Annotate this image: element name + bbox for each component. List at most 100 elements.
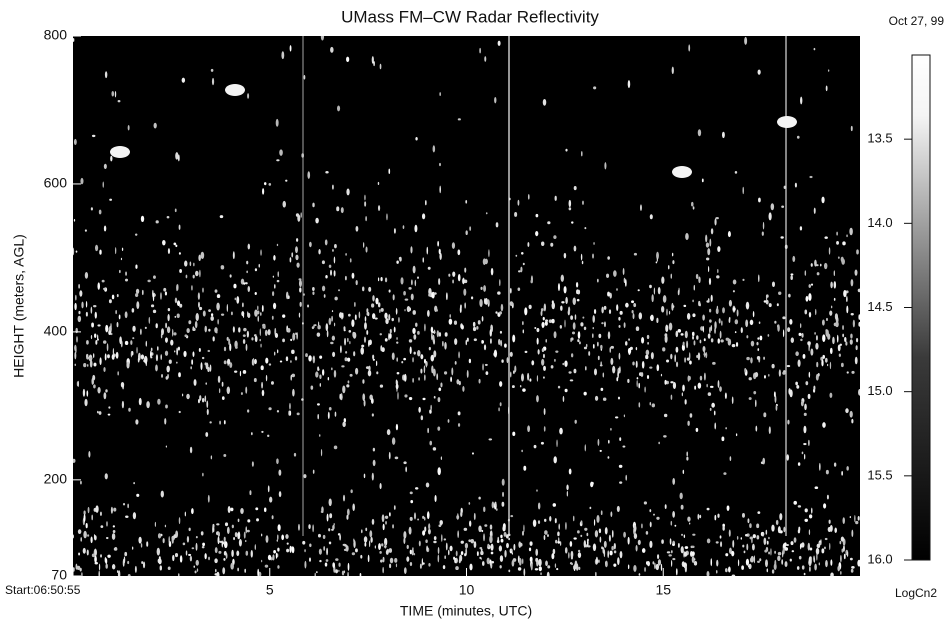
echo: [403, 567, 407, 574]
colorbar: [911, 54, 931, 561]
echo: [269, 496, 273, 503]
echo: [797, 462, 801, 466]
echo: [522, 321, 524, 326]
echo: [517, 567, 522, 571]
echo: [420, 415, 424, 421]
echo: [619, 366, 621, 374]
echo: [414, 279, 417, 287]
echo: [705, 234, 708, 243]
echo: [94, 311, 97, 319]
echo: [267, 329, 271, 336]
echo: [684, 565, 687, 573]
echo: [547, 534, 549, 538]
echo: [430, 404, 432, 411]
echo: [840, 554, 842, 563]
echo: [851, 370, 855, 374]
echo: [593, 86, 597, 90]
echo: [568, 306, 571, 313]
echo: [73, 458, 76, 463]
echo: [135, 293, 139, 297]
echo: [604, 162, 607, 170]
echo: [547, 221, 551, 225]
echo: [200, 531, 204, 536]
echo: [703, 349, 706, 358]
echo: [200, 251, 205, 260]
echo: [78, 310, 81, 315]
echo: [686, 312, 691, 320]
echo: [192, 326, 195, 331]
echo: [122, 502, 126, 506]
echo: [207, 494, 210, 503]
y-axis-label: HEIGHT (meters, AGL): [11, 234, 27, 378]
echo: [437, 240, 440, 247]
echo: [428, 523, 431, 530]
echo: [86, 356, 90, 360]
echo: [291, 546, 295, 554]
echo: [479, 47, 481, 54]
echo: [111, 90, 115, 97]
echo: [540, 308, 544, 312]
echo: [379, 483, 382, 490]
echo: [594, 530, 599, 538]
echo: [322, 369, 325, 376]
echo: [717, 513, 720, 518]
echo: [428, 293, 431, 297]
echo: [768, 551, 770, 555]
echo: [452, 271, 456, 277]
echo: [551, 318, 555, 324]
echo: [762, 457, 766, 465]
echo: [624, 279, 627, 287]
echo: [184, 260, 188, 267]
echo: [763, 375, 766, 379]
echo: [93, 384, 96, 389]
echo: [531, 360, 535, 366]
echo: [276, 243, 279, 247]
echo: [664, 379, 667, 385]
echo: [858, 389, 860, 396]
echo: [257, 315, 259, 322]
echo: [799, 226, 803, 231]
echo: [153, 275, 156, 279]
echo: [233, 283, 237, 289]
echo: [403, 357, 407, 361]
echo: [94, 333, 97, 338]
echo: [750, 340, 755, 347]
echo: [554, 563, 557, 568]
echo: [530, 563, 533, 571]
echo: [121, 247, 124, 252]
echo: [279, 149, 283, 156]
echo: [403, 531, 407, 539]
echo: [748, 397, 752, 401]
echo: [548, 319, 553, 323]
echo: [490, 338, 492, 344]
echo: [731, 396, 734, 405]
echo: [850, 125, 853, 132]
echo: [770, 548, 772, 556]
echo: [757, 274, 760, 283]
echo: [135, 264, 138, 269]
echo: [97, 338, 99, 341]
echo: [85, 522, 88, 529]
echo: [100, 554, 102, 558]
echo: [210, 313, 214, 317]
echo: [330, 46, 334, 53]
echo: [296, 238, 299, 242]
echo: [312, 355, 316, 364]
echo: [619, 437, 622, 442]
echo: [706, 257, 710, 261]
chart-title: UMass FM–CW Radar Reflectivity: [341, 7, 599, 26]
echo: [320, 448, 323, 457]
echo: [765, 559, 768, 568]
echo: [850, 279, 854, 287]
echo: [316, 403, 320, 406]
echo: [617, 370, 619, 379]
echo: [218, 388, 221, 394]
echo: [320, 36, 325, 41]
echo: [499, 381, 503, 387]
echo: [856, 249, 859, 255]
echo: [623, 531, 626, 538]
echo: [265, 357, 269, 364]
echo: [784, 561, 788, 568]
echo: [105, 389, 108, 393]
echo: [425, 200, 427, 206]
